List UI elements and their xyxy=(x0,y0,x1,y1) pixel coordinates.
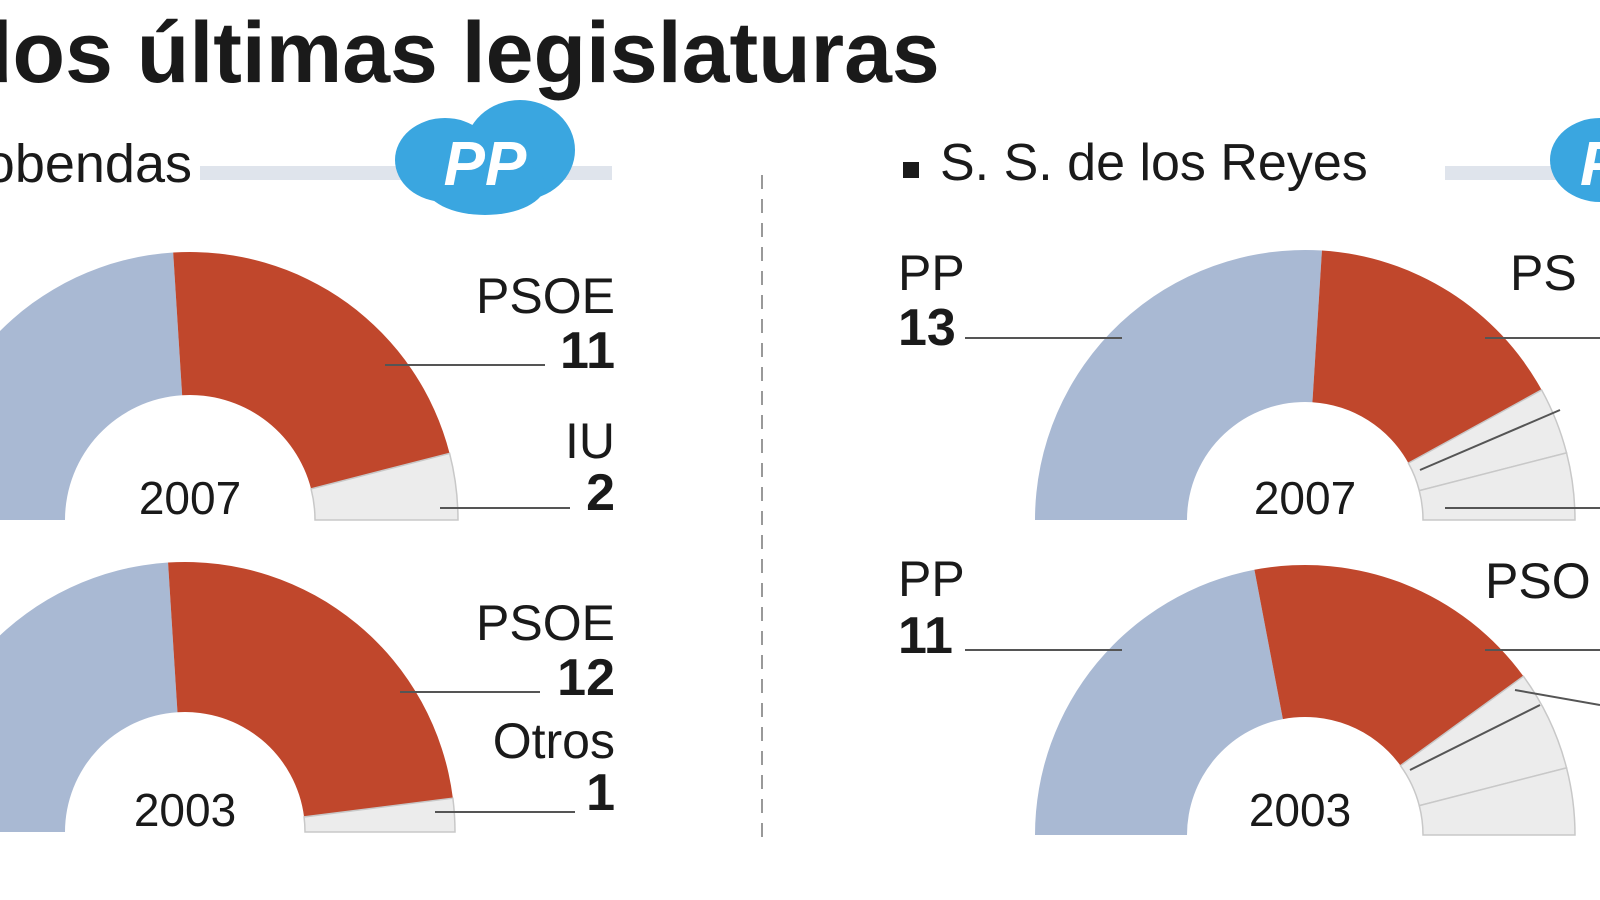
seat-segment xyxy=(168,562,453,817)
party-name: PSO xyxy=(1485,553,1591,609)
party-name: Otros xyxy=(493,713,615,769)
year-label: 2007 xyxy=(1254,472,1356,524)
logo-text: PP xyxy=(1580,130,1600,199)
leader-line xyxy=(1409,704,1541,771)
municipality-name: Alcobendas xyxy=(0,134,192,194)
leader-line xyxy=(1419,409,1561,471)
seat-segment xyxy=(0,562,178,832)
party-name: PP xyxy=(898,551,965,607)
pp-logo: PP xyxy=(395,100,575,215)
seat-segment xyxy=(173,251,450,489)
party-name: PP xyxy=(898,245,965,301)
seat-count: 11 xyxy=(898,607,953,665)
bullet xyxy=(903,162,919,178)
pp-logo: PP xyxy=(1550,118,1600,202)
seat-segment xyxy=(1312,250,1542,464)
year-label: 2007 xyxy=(139,472,241,524)
seat-count: 12 xyxy=(557,649,615,707)
seat-segment xyxy=(1254,565,1524,766)
seat-segment xyxy=(1035,569,1283,835)
party-name: PSOE xyxy=(476,268,615,324)
seat-segment xyxy=(0,252,183,520)
party-name: PS xyxy=(1510,245,1577,301)
party-name: PSOE xyxy=(476,595,615,651)
logo-text: PP xyxy=(444,130,527,199)
seat-segment xyxy=(310,452,459,521)
seat-count: 1 xyxy=(586,764,615,822)
year-label: 2003 xyxy=(134,784,236,836)
seat-count: 13 xyxy=(898,299,956,357)
municipality-name: S. S. de los Reyes xyxy=(940,134,1368,192)
seat-segment xyxy=(1418,451,1576,521)
seat-segment xyxy=(1035,249,1322,520)
main-title: dos últimas legislaturas xyxy=(0,5,940,101)
seat-segment xyxy=(1418,766,1576,836)
seat-count: 2 xyxy=(586,464,615,522)
party-name: IU xyxy=(565,413,615,469)
year-label: 2003 xyxy=(1249,784,1351,836)
seat-segment xyxy=(303,797,456,833)
seat-count: 11 xyxy=(560,322,615,380)
leader-line xyxy=(1514,689,1600,706)
